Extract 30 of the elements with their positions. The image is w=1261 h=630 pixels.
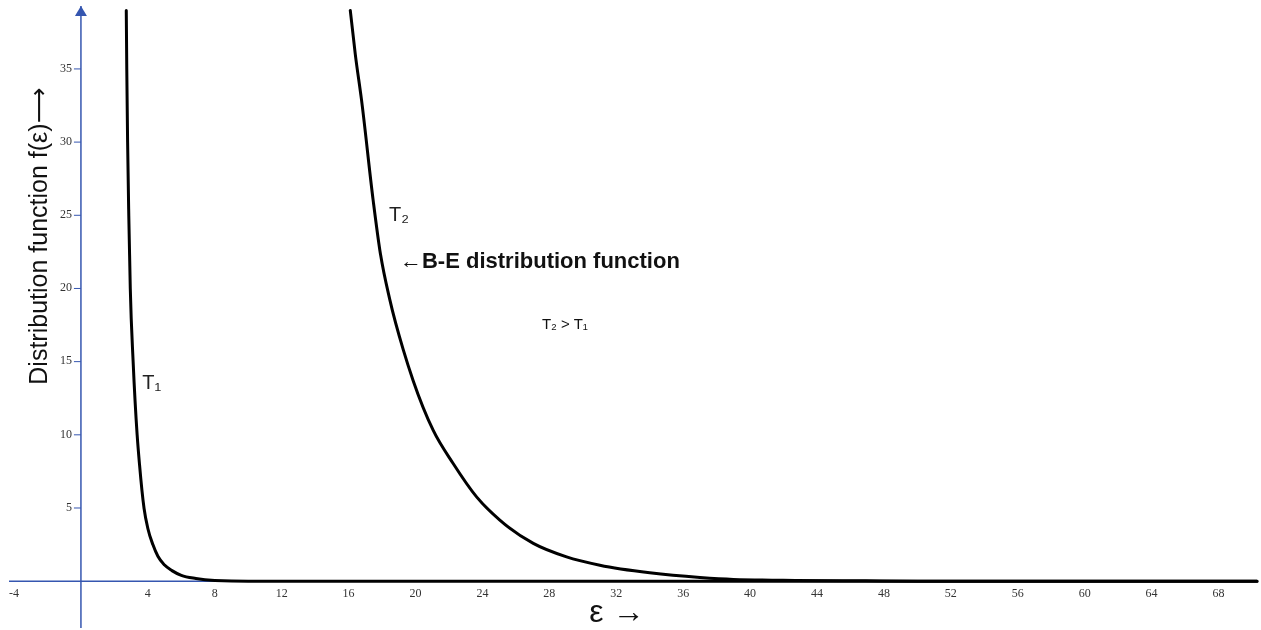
x-tick-label: 24 bbox=[476, 586, 489, 601]
series-label: T₂ bbox=[389, 203, 410, 226]
x-tick-label: 40 bbox=[744, 586, 757, 601]
x-tick-label: 48 bbox=[877, 586, 890, 601]
x-tick-label: 56 bbox=[1011, 586, 1024, 601]
annotation: ←B-E distribution function bbox=[400, 247, 680, 273]
y-axis-title: Distribution function f(ε)⟶ bbox=[24, 87, 52, 385]
x-tick-label: -4 bbox=[9, 586, 20, 601]
x-tick-label: 52 bbox=[944, 586, 957, 601]
x-tick-label: 4 bbox=[144, 586, 151, 601]
y-tick-label: 15 bbox=[59, 353, 72, 368]
y-tick-label: 5 bbox=[65, 499, 72, 514]
y-tick-label: 20 bbox=[59, 280, 72, 295]
x-tick-label: 32 bbox=[610, 586, 623, 601]
annotation: T₂ > T₁ bbox=[541, 315, 588, 333]
y-tick-label: 30 bbox=[59, 133, 72, 148]
y-tick-label: 25 bbox=[59, 207, 72, 222]
x-tick-label: 44 bbox=[811, 586, 824, 601]
x-tick-label: 12 bbox=[275, 586, 288, 601]
x-tick-label: 60 bbox=[1078, 586, 1091, 601]
y-tick-label: 35 bbox=[59, 60, 72, 75]
x-tick-label: 8 bbox=[211, 586, 218, 601]
series-label: T₁ bbox=[142, 371, 162, 394]
x-tick-label: 68 bbox=[1212, 586, 1225, 601]
x-tick-label: 36 bbox=[677, 586, 690, 601]
x-tick-label: 28 bbox=[543, 586, 556, 601]
x-tick-label: 64 bbox=[1145, 586, 1158, 601]
y-tick-label: 10 bbox=[59, 426, 72, 441]
x-tick-label: 16 bbox=[342, 586, 355, 601]
x-tick-label: 20 bbox=[409, 586, 422, 601]
